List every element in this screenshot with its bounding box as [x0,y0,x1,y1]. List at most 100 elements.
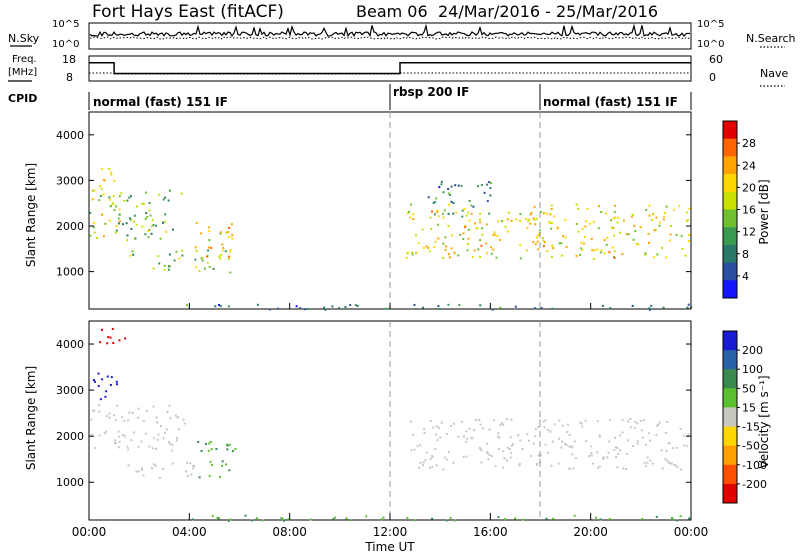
power-cell [663,212,666,215]
power-cell [434,240,437,243]
power-cell [114,231,117,234]
power-cell [510,220,513,222]
velocity-cell [124,435,127,438]
velocity-cell [552,517,555,520]
power-cell [141,225,144,228]
power-cell [413,303,416,306]
power-cell [490,182,492,185]
velocity-cell [121,416,124,419]
power-cell [444,236,447,239]
power-cell [658,221,661,224]
power-cell [199,232,202,235]
power-cell [118,195,121,198]
nsky-tick-top: 10^5 [52,19,79,30]
nsky-label: N.Sky [8,32,40,45]
velocity-cell [546,428,549,431]
velocity-cell [108,412,111,415]
power-cell [452,202,455,204]
velocity-cell [452,422,455,425]
power-cell [436,209,439,212]
velocity-colorbar-swatch-8 [723,483,737,504]
velocity-cell [118,339,121,342]
power-cell [467,211,470,214]
power-cell [110,171,113,174]
velocity-colorbar-tick-label-6: -100 [742,459,767,472]
velocity-cell [530,455,533,457]
velocity-cell [445,519,448,522]
velocity-cell [567,423,569,426]
power-cell [600,211,603,213]
velocity-cell [137,407,140,410]
velocity-colorbar-tick-label-2: 50 [742,382,756,395]
power-cell [406,252,409,255]
power-cell [135,223,138,226]
power-cell [493,233,496,236]
velocity-cell [661,467,664,470]
velocity-cell [599,518,602,521]
velocity-cell [488,428,491,431]
power-cell [408,210,411,213]
velocity-cell [510,418,513,421]
power-cell [145,212,148,215]
power-cell [149,214,152,217]
power-cell [480,184,483,186]
cpid-segment-2: rbsp 200 IF [393,85,469,99]
velocity-cell [231,450,234,453]
velocity-cell [511,443,514,446]
velocity-cell [216,516,219,519]
velocity-cell [595,516,597,519]
velocity-cell [590,445,593,448]
velocity-cell [101,378,104,381]
power-cell [434,201,437,203]
velocity-cell [465,430,468,433]
power-cell [506,218,509,221]
power-cell [104,222,107,225]
power-cell [491,308,494,311]
power-cell [490,246,492,249]
power-cell [486,252,488,255]
power-cell [485,223,488,226]
power-cell [447,225,450,227]
velocity-cell [688,517,691,520]
velocity-cell [608,518,611,520]
velocity-cell [502,450,505,453]
velocity-cell [162,468,165,470]
power-cell [631,304,634,307]
velocity-cell [435,464,438,467]
velocity-cell [499,423,502,426]
date-range: 24/Mar/2016 - 25/Mar/2016 [438,2,658,21]
velocity-cell [226,448,229,451]
velocity-cell [487,458,490,461]
power-cell [577,207,580,210]
power-cell [533,206,536,209]
power-cell [151,219,154,222]
velocity-cell [494,465,497,468]
power-cell [616,221,619,224]
power-y-tick-label-2000: 2000 [56,220,84,233]
velocity-cell [560,446,563,449]
power-cell [479,212,482,215]
power-cell [535,236,538,239]
power-cell [152,267,155,270]
velocity-cell [544,419,547,422]
power-cell [118,220,121,223]
power-cell [405,256,408,259]
velocity-colorbar-swatch-7 [723,464,737,485]
power-cell [519,244,522,247]
velocity-cell [126,445,129,448]
power-cell [507,230,509,233]
power-cell [686,219,689,222]
power-cell [117,222,120,225]
power-cell [430,228,433,230]
power-cell [492,248,495,251]
velocity-cell [118,440,121,443]
velocity-y-tick-label-3000: 3000 [56,384,84,397]
power-cell [673,208,676,211]
power-cell [461,209,464,212]
velocity-cell [671,447,674,450]
velocity-cell [164,431,166,434]
velocity-cell [189,462,192,465]
velocity-cell [614,446,617,449]
power-cell [89,234,92,237]
x-tick-label-5: 20:00 [573,525,608,539]
